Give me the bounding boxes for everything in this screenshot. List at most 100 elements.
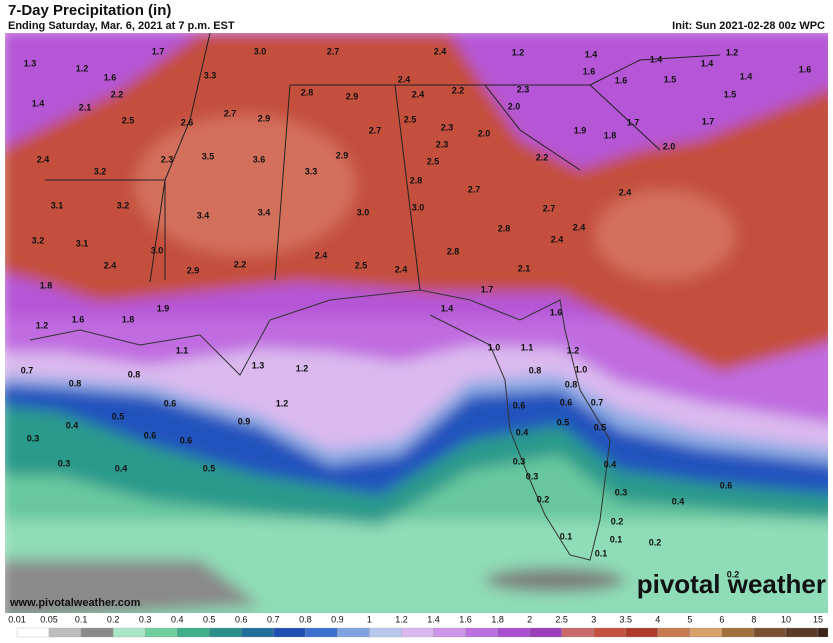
map-label: 2.8 — [498, 223, 511, 233]
colorbar-label: 0.6 — [235, 614, 248, 624]
map-label: 0.4 — [672, 496, 685, 506]
colorbar-cell — [561, 627, 594, 638]
map-label: 0.6 — [144, 430, 157, 440]
map-label: 2.1 — [79, 102, 92, 112]
map-label: 2.5 — [122, 115, 135, 125]
map-label: 2.4 — [551, 234, 564, 244]
map-label: 3.0 — [254, 46, 267, 56]
map-label: 2.7 — [224, 108, 237, 118]
colorbar-cell — [465, 627, 498, 638]
map-label: 3.1 — [76, 238, 89, 248]
map-label: 0.2 — [611, 516, 624, 526]
logo: pivotal weather — [637, 569, 826, 599]
map-label: 1.2 — [567, 345, 580, 355]
map-label: 3.5 — [202, 151, 215, 161]
map-label: 0.7 — [591, 397, 604, 407]
map-label: 2.2 — [536, 152, 549, 162]
map-label: 2.0 — [663, 141, 676, 151]
map-label: 0.2 — [537, 494, 550, 504]
map-label: 3.4 — [258, 207, 271, 217]
map-label: 2.5 — [404, 114, 417, 124]
map-label: 1.9 — [574, 125, 587, 135]
map-label: 3.0 — [357, 207, 370, 217]
colorbar-cell — [16, 627, 50, 638]
colorbar-cell — [657, 627, 690, 638]
colorbar: 0.01 0.05 0.1 0.2 0.3 0.4 0.5 0.6 0.7 0.8 0.9 1 1.2 1… — [5, 613, 829, 643]
colorbar-cell — [689, 627, 723, 638]
colorbar-label: 0.8 — [299, 614, 312, 624]
colorbar-label: 8 — [751, 614, 756, 624]
colorbar-label: 3.5 — [620, 614, 633, 624]
map-label: 3.2 — [117, 200, 130, 210]
map-label: 0.3 — [513, 456, 526, 466]
map-label: 2.0 — [508, 101, 521, 111]
borders — [29, 33, 721, 561]
colorbar-cell — [80, 627, 114, 638]
colorbar-label: 5 — [687, 614, 692, 624]
colorbar-label: 0.1 — [75, 614, 88, 624]
colorbar-label: 1.4 — [427, 614, 440, 624]
colorbar-cell — [305, 627, 338, 638]
map-label: 2.2 — [111, 89, 124, 99]
footer-url: www.pivotalweather.com — [9, 597, 141, 609]
map-label: 0.3 — [27, 433, 40, 443]
colorbar-label: 0.01 — [8, 614, 26, 624]
map-label: 1.6 — [583, 66, 596, 76]
map-label: 1.1 — [176, 345, 189, 355]
map-label: 1.6 — [72, 314, 85, 324]
map-label: 2.4 — [395, 264, 408, 274]
map-label: 1.8 — [40, 280, 53, 290]
colorbar-label: 1.2 — [395, 614, 408, 624]
map-label: 2.3 — [436, 139, 449, 149]
colorbar-cell — [497, 627, 530, 638]
map-label: 0.4 — [115, 463, 128, 473]
map-label: 1.1 — [521, 342, 534, 352]
colorbar-cell — [817, 627, 829, 638]
map-label: 3.4 — [197, 210, 210, 220]
map-label: 2.2 — [452, 85, 465, 95]
map-label: 2.3 — [441, 122, 454, 132]
map-label: 2.4 — [315, 250, 328, 260]
map-label: 2.5 — [427, 156, 440, 166]
map-label: 2.9 — [187, 265, 200, 275]
map-label: 3.1 — [51, 200, 64, 210]
map-label: 0.8 — [565, 379, 578, 389]
colorbar-cell — [369, 627, 402, 638]
map-label: 0.6 — [164, 398, 177, 408]
map-label: 0.1 — [595, 548, 608, 558]
colorbar-cell — [241, 627, 274, 638]
colorbar-label: 0.7 — [267, 614, 280, 624]
map-label: 1.2 — [726, 47, 739, 57]
map-label: 0.5 — [203, 463, 216, 473]
colorbar-cell — [209, 627, 242, 638]
map-label: 1.8 — [604, 130, 617, 140]
map-label: 3.3 — [204, 70, 217, 80]
colorbar-label: 3 — [591, 614, 596, 624]
map-label: 1.2 — [276, 398, 289, 408]
map-label: 0.6 — [513, 400, 526, 410]
map-label: 2.4 — [434, 46, 447, 56]
title: 7-Day Precipitation (in) — [8, 2, 172, 19]
map-label: 0.6 — [720, 480, 733, 490]
colorbar-label: 4 — [655, 614, 660, 624]
map-label: 2.4 — [619, 187, 632, 197]
map-label: 1.4 — [701, 58, 714, 68]
map-label: 3.3 — [305, 166, 318, 176]
colorbar-label: 0.05 — [40, 614, 58, 624]
map-label: 2.3 — [517, 84, 530, 94]
colorbar-label: 1.8 — [491, 614, 504, 624]
colorbar-label: 0.9 — [331, 614, 344, 624]
subtitle: Ending Saturday, Mar. 6, 2021 at 7 p.m. … — [8, 20, 235, 32]
map-label: 1.8 — [122, 314, 135, 324]
map-label: 1.3 — [24, 58, 37, 68]
map-label: 0.4 — [66, 420, 79, 430]
colorbar-cell — [145, 627, 178, 638]
map-label: 0.3 — [58, 458, 71, 468]
map-label: 0.4 — [604, 459, 617, 469]
map-label: 0.4 — [516, 427, 529, 437]
map-label: 2.7 — [327, 46, 340, 56]
map-label: 0.5 — [112, 411, 125, 421]
map-label: 2.8 — [301, 87, 314, 97]
map-label: 0.5 — [557, 417, 570, 427]
map-label: 0.3 — [615, 487, 628, 497]
